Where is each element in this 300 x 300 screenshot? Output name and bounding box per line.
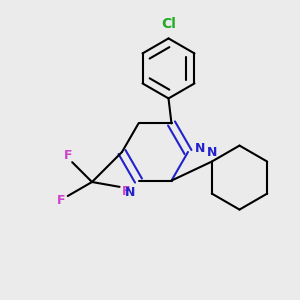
Text: F: F: [122, 185, 131, 198]
Text: N: N: [125, 186, 136, 199]
Text: N: N: [207, 146, 217, 159]
Text: F: F: [64, 149, 73, 162]
Text: F: F: [56, 194, 65, 208]
Text: Cl: Cl: [161, 17, 176, 32]
Text: N: N: [195, 142, 205, 155]
